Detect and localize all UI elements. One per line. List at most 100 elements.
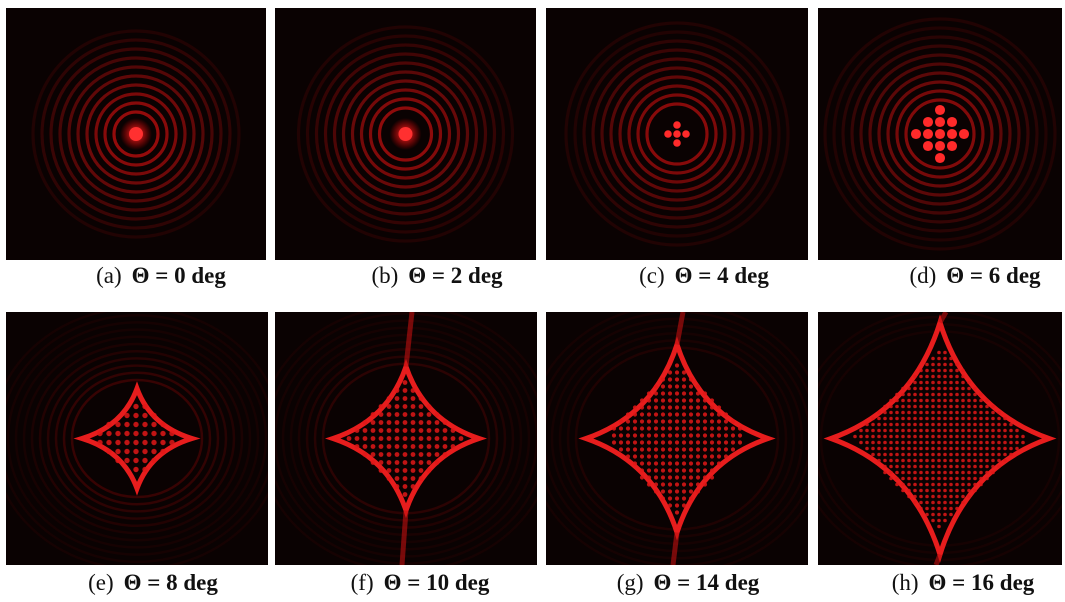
spot xyxy=(973,459,977,463)
spot xyxy=(871,435,875,439)
spot xyxy=(654,454,658,458)
spot xyxy=(689,482,693,486)
spot xyxy=(443,436,448,441)
spot xyxy=(973,423,977,427)
spot xyxy=(931,513,935,517)
spot xyxy=(675,398,679,402)
spot xyxy=(395,444,400,449)
spot xyxy=(883,471,887,475)
spot xyxy=(379,404,384,409)
spot xyxy=(633,426,637,430)
spot xyxy=(640,447,644,451)
spot xyxy=(931,447,935,451)
spot xyxy=(689,468,693,472)
spot xyxy=(991,411,995,415)
spot xyxy=(403,452,408,457)
spot xyxy=(133,413,138,418)
spot xyxy=(925,363,929,367)
spot xyxy=(889,399,893,403)
panel-label: (f) xyxy=(351,570,374,595)
spot xyxy=(901,411,905,415)
spot xyxy=(871,429,875,433)
spot xyxy=(696,433,700,437)
spot xyxy=(997,447,1001,451)
spot xyxy=(937,363,941,367)
spot xyxy=(169,440,174,445)
spot xyxy=(668,454,672,458)
spot xyxy=(717,454,721,458)
spot xyxy=(937,483,941,487)
spot xyxy=(943,381,947,385)
spot xyxy=(949,357,953,361)
spot xyxy=(696,454,700,458)
spot xyxy=(919,507,923,511)
spot xyxy=(654,482,658,486)
spot xyxy=(985,423,989,427)
spot xyxy=(961,375,965,379)
spot xyxy=(710,405,714,409)
spot xyxy=(925,417,929,421)
spot xyxy=(106,422,111,427)
panel xyxy=(528,304,826,572)
spot xyxy=(379,412,384,417)
spot xyxy=(696,398,700,402)
spot xyxy=(661,426,665,430)
spot xyxy=(901,471,905,475)
spot xyxy=(901,417,905,421)
caption: (h)Θ = 16 deg xyxy=(892,570,1035,595)
spot xyxy=(871,453,875,457)
spot xyxy=(889,411,893,415)
spot xyxy=(973,471,977,475)
spot xyxy=(151,431,156,436)
spot xyxy=(724,433,728,437)
spot xyxy=(661,475,665,479)
spot xyxy=(907,429,911,433)
spot xyxy=(919,381,923,385)
spot xyxy=(427,460,432,465)
spot xyxy=(703,454,707,458)
spot xyxy=(427,420,432,425)
spot xyxy=(673,139,681,147)
spot xyxy=(654,384,658,388)
spot xyxy=(689,398,693,402)
spot xyxy=(949,369,953,373)
spot xyxy=(710,412,714,416)
spot xyxy=(913,465,917,469)
spot xyxy=(901,441,905,445)
spot xyxy=(871,417,875,421)
spot xyxy=(142,404,147,409)
spot xyxy=(901,447,905,451)
spot xyxy=(427,444,432,449)
spot xyxy=(925,447,929,451)
spot xyxy=(654,447,658,451)
spot xyxy=(682,398,686,402)
panel-label: (a) xyxy=(96,263,122,288)
spot xyxy=(907,411,911,415)
spot xyxy=(919,501,923,505)
spot xyxy=(689,377,693,381)
panel-label: (d) xyxy=(909,263,936,288)
spot xyxy=(411,460,416,465)
spot xyxy=(923,129,933,139)
spot xyxy=(411,420,416,425)
spot xyxy=(124,413,129,418)
spot xyxy=(1009,423,1013,427)
spot xyxy=(991,465,995,469)
spot xyxy=(985,477,989,481)
spot xyxy=(689,405,693,409)
spot xyxy=(696,489,700,493)
spot xyxy=(973,465,977,469)
spot xyxy=(419,420,424,425)
spot xyxy=(931,519,935,523)
spot xyxy=(949,471,953,475)
spot xyxy=(919,429,923,433)
spot xyxy=(703,440,707,444)
spot xyxy=(387,452,392,457)
spot xyxy=(724,454,728,458)
spot xyxy=(955,423,959,427)
spot xyxy=(961,399,965,403)
spot xyxy=(459,436,464,441)
spot xyxy=(355,444,360,449)
spot xyxy=(955,363,959,367)
spot xyxy=(877,459,881,463)
